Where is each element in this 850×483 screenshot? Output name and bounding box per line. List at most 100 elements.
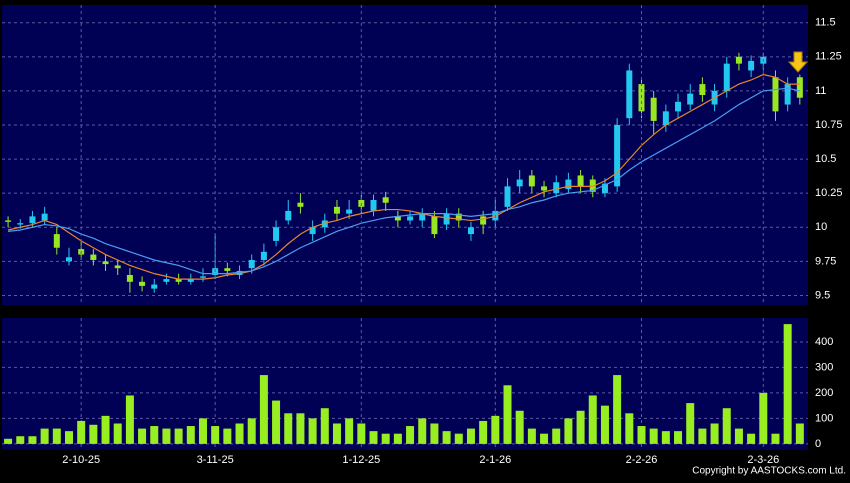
volume-bar [747, 433, 756, 444]
volume-bar [211, 426, 220, 444]
volume-bar [479, 420, 488, 444]
candle-body [297, 202, 304, 207]
y-tick-label: 10.25 [815, 187, 843, 199]
y-tick-label: 300 [815, 361, 833, 373]
y-tick-label: 11.5 [815, 17, 836, 29]
candle-body [565, 179, 572, 190]
volume-bar [406, 426, 415, 444]
x-tick-label: 2-2-26 [626, 454, 658, 466]
volume-bar [357, 423, 366, 444]
volume-bar [272, 400, 281, 444]
candle-body [65, 257, 72, 262]
x-tick-label: 2-10-25 [62, 454, 100, 466]
volume-bar [16, 436, 25, 444]
volume-bar [503, 385, 512, 444]
volume-bar [393, 433, 402, 444]
y-tick-label: 11.25 [815, 51, 842, 63]
candle-body [273, 227, 280, 241]
volume-bar [77, 420, 86, 444]
volume-bar [515, 410, 524, 444]
volume-bar [332, 423, 341, 444]
candle-body [163, 279, 170, 282]
candle-body [455, 213, 462, 221]
volume-bar [795, 423, 804, 444]
volume-bar [284, 413, 293, 444]
volume-bar [576, 410, 585, 444]
candle-body [285, 210, 292, 221]
y-tick-label: 100 [815, 412, 833, 424]
volume-bar [308, 418, 317, 444]
volume-bar [52, 428, 61, 444]
candle-body [577, 175, 584, 187]
candle-body [614, 125, 621, 187]
volume-bar [89, 424, 98, 444]
volume-bar [674, 431, 683, 444]
volume-bar [64, 431, 73, 444]
volume-bar [369, 431, 378, 444]
candle-body [528, 175, 535, 187]
volume-bar [686, 403, 695, 444]
candle-body [309, 227, 316, 235]
candle-body [504, 186, 511, 207]
moving-average-line [7, 73, 800, 280]
y-tick-label: 10.75 [815, 119, 843, 131]
candle-body [41, 213, 48, 221]
volume-bar [174, 428, 183, 444]
candle-body [662, 111, 669, 125]
candle-body [601, 183, 608, 194]
volume-bar [235, 423, 244, 444]
volume-bar [198, 418, 207, 444]
candle-body [102, 261, 109, 265]
candle-body [480, 216, 487, 225]
volume-bar [564, 418, 573, 444]
candle-body [394, 216, 401, 221]
volume-bar [296, 413, 305, 444]
candle-body [541, 186, 548, 191]
y-tick-label: 0 [815, 438, 821, 450]
volume-bar [442, 431, 451, 444]
candle-body [187, 279, 194, 282]
volume-bar [783, 324, 792, 444]
y-tick-label: 200 [815, 387, 833, 399]
candle-body [199, 276, 206, 278]
candle-body [516, 179, 523, 187]
copyright: Copyright by AASTOCKS.com Ltd. [692, 466, 846, 477]
y-tick-label: 10 [815, 221, 827, 233]
candle-body [321, 220, 328, 228]
candle-body [784, 84, 791, 105]
candle-body [675, 101, 682, 112]
candle-body [687, 93, 694, 105]
volume-bar [491, 415, 500, 444]
volume-bar [759, 392, 768, 444]
candle-body [748, 60, 755, 71]
volume-bar [186, 426, 195, 444]
candle-body [17, 223, 24, 225]
volume-bar [722, 408, 731, 444]
volume-bar [625, 413, 634, 444]
candle-body [382, 197, 389, 203]
candle-body [126, 275, 133, 282]
y-tick-label: 11 [815, 85, 826, 97]
volume-bar [588, 395, 597, 444]
candle-body [224, 268, 231, 271]
volume-bar [698, 428, 707, 444]
volume-bar [552, 428, 561, 444]
x-tick-label: 1-12-25 [342, 454, 380, 466]
moving-average-line [8, 87, 800, 275]
volume-bar [430, 423, 439, 444]
volume-bar [40, 428, 49, 444]
candle-body [626, 70, 633, 119]
volume-bar [649, 428, 658, 444]
volume-bar [223, 428, 232, 444]
volume-bar [661, 431, 670, 444]
volume-bar [600, 405, 609, 444]
volume-bar [28, 436, 37, 444]
volume-bar [527, 428, 536, 444]
volume-bar [540, 433, 549, 444]
volume-bar [162, 428, 171, 444]
candle-body [5, 220, 12, 222]
volume-bar [613, 375, 622, 444]
candle-body [772, 77, 779, 112]
